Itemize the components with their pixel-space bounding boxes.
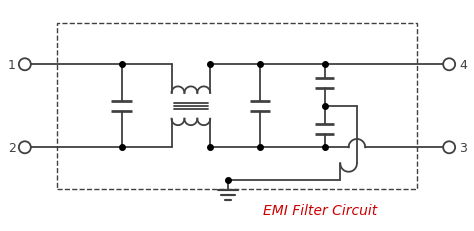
Text: EMI Filter Circuit: EMI Filter Circuit <box>263 203 377 217</box>
Text: 1: 1 <box>8 58 16 71</box>
Text: 4: 4 <box>459 58 467 71</box>
Text: 2: 2 <box>8 141 16 154</box>
Text: 3: 3 <box>459 141 467 154</box>
